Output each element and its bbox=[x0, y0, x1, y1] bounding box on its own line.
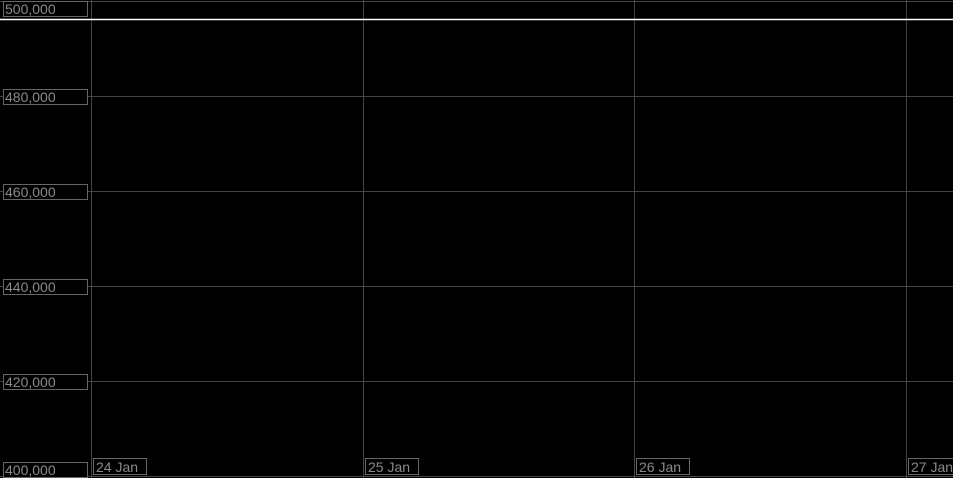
y-tick-label: 420,000 bbox=[5, 374, 56, 390]
x-tick-label: 25 Jan bbox=[368, 459, 410, 475]
x-tick-label: 27 Jan bbox=[911, 459, 953, 475]
x-tick-label: 26 Jan bbox=[639, 459, 681, 475]
y-tick-label: 480,000 bbox=[5, 89, 56, 105]
x-tick-label-box bbox=[908, 458, 953, 475]
y-tick-label-box bbox=[3, 89, 88, 105]
y-tick-label-box bbox=[3, 374, 88, 390]
y-tick-label-box bbox=[3, 279, 88, 295]
x-tick-label: 24 Jan bbox=[96, 459, 138, 475]
y-tick-label: 400,000 bbox=[5, 462, 56, 478]
x-tick-label-box bbox=[636, 458, 690, 475]
y-tick-label: 440,000 bbox=[5, 279, 56, 295]
y-tick-label: 500,000 bbox=[5, 1, 56, 17]
y-tick-label-box bbox=[3, 1, 88, 17]
x-tick-label-box bbox=[365, 458, 419, 475]
y-tick-label: 460,000 bbox=[5, 184, 56, 200]
y-tick-label-box bbox=[3, 184, 88, 200]
x-tick-label-box bbox=[93, 458, 147, 475]
